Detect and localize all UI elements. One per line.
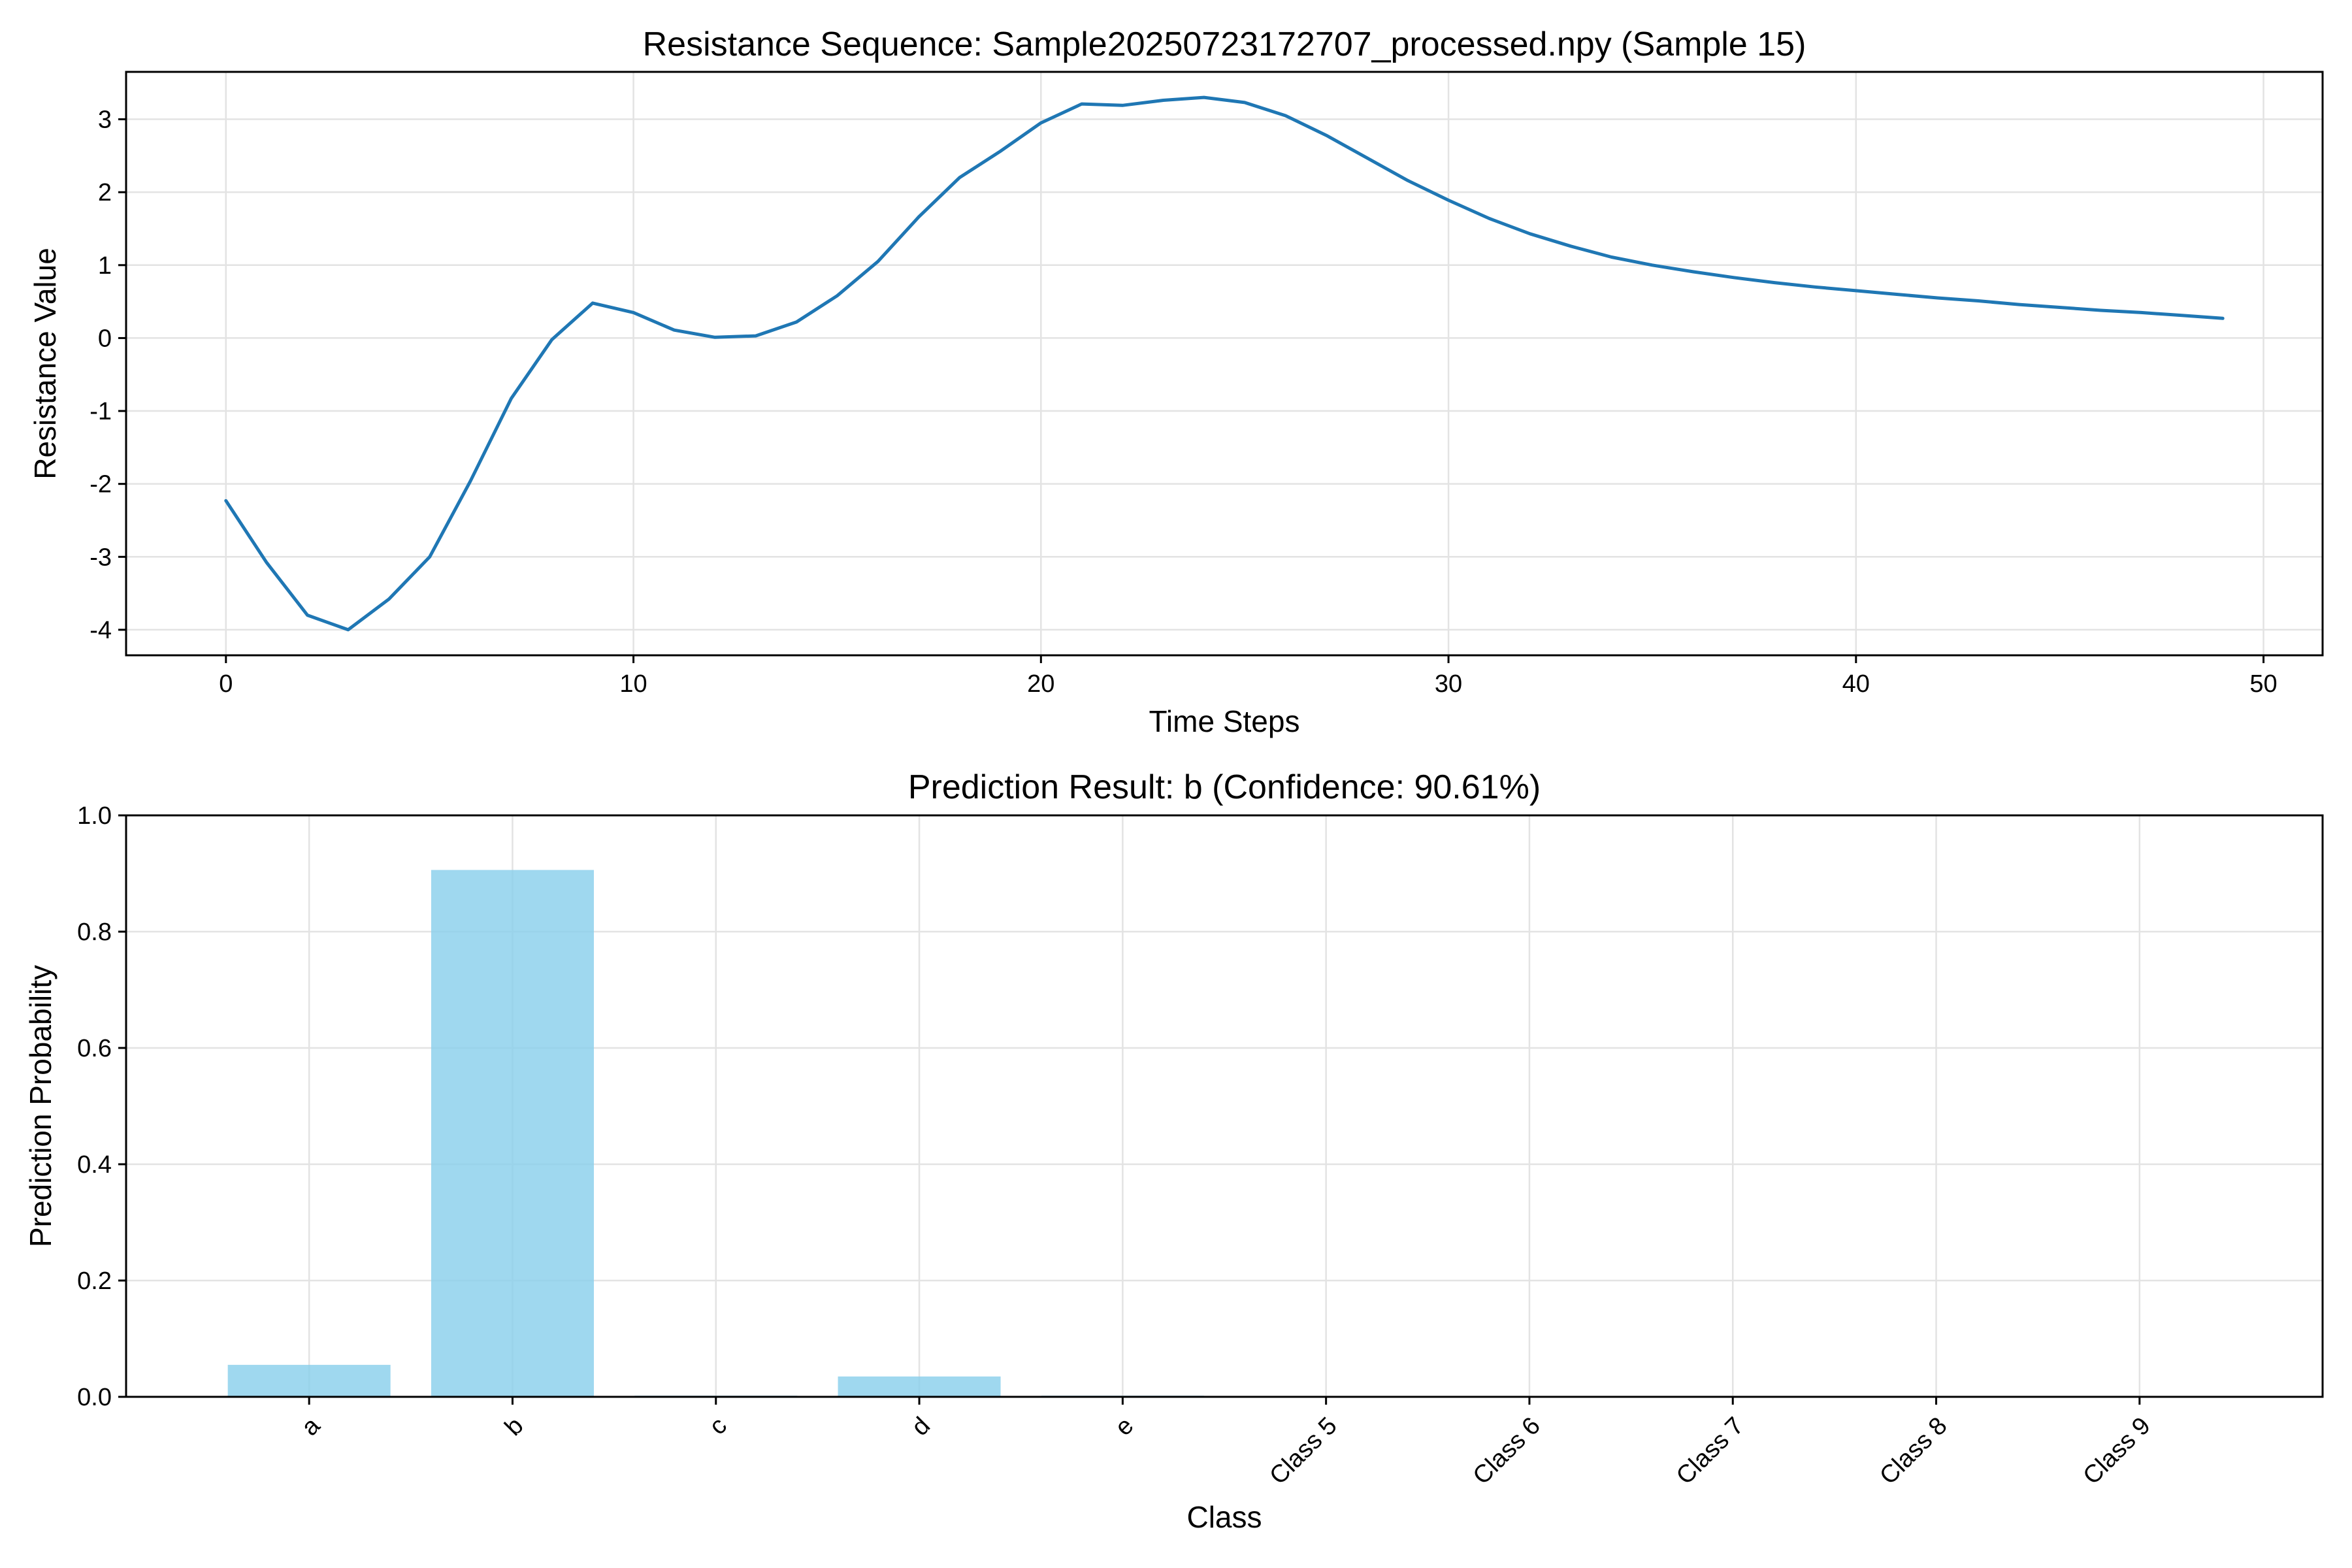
bar-chart-x-tick-label: c: [704, 1412, 732, 1440]
bar-chart-y-tick-label: 0.6: [77, 1035, 112, 1062]
line-chart-grid: [126, 72, 2323, 655]
bar-chart-x-tick-label: b: [500, 1412, 529, 1441]
bar-chart-x-tick-label: Class 7: [1671, 1412, 1749, 1490]
line-chart-x-tick-label: 20: [1027, 670, 1054, 698]
line-chart-x-tick-label: 30: [1435, 670, 1462, 698]
bar-chart-x-tick-label: Class 9: [2078, 1412, 2156, 1490]
bar-chart-title: Prediction Result: b (Confidence: 90.61%…: [908, 768, 1541, 806]
line-chart-y-ticks: -4 -3 -2 -1 0 1 2 3: [90, 106, 126, 644]
resistance-series-points: [225, 97, 2223, 630]
bar-chart-x-tick-label: e: [1110, 1412, 1139, 1441]
line-chart-frame: [125, 71, 2324, 657]
bar-a: [227, 1365, 391, 1397]
bar-chart-x-tick-label: Class 8: [1874, 1412, 1952, 1490]
line-chart-x-tick-label: 10: [619, 670, 647, 698]
bar-d: [838, 1376, 1001, 1397]
line-chart-x-tick-label: 50: [2249, 670, 2277, 698]
bar-chart-x-axis-label: Class: [1186, 1500, 1262, 1534]
line-chart-title: Resistance Sequence: Sample2025072317270…: [643, 25, 1806, 63]
bar-chart-bars: [227, 870, 1204, 1397]
bar-chart-y-ticks: 0.0 0.2 0.4 0.6 0.8 1.0: [77, 802, 126, 1411]
bar-chart-y-tick-label: 0.2: [77, 1267, 112, 1295]
resistance-series-line: [224, 95, 2225, 632]
line-chart-x-axis-label: Time Steps: [1149, 704, 1300, 738]
bar-chart-x-ticks: a b c d e Class 5 Class 6 Class 7 Class 8 Class 9: [297, 1397, 2156, 1490]
bar-chart-frame: [125, 814, 2324, 1398]
bar-chart-y-tick-label: 1.0: [77, 802, 112, 830]
line-chart-y-tick-label: -3: [90, 544, 112, 571]
resistance-line-chart: 0 10 20 30 40 50 -4 -3 -2 -1 0 1 2 3 Resistance Sequ…: [28, 25, 2324, 738]
line-chart-y-tick-label: 1: [98, 252, 112, 280]
line-chart-y-axis-label: Resistance Value: [28, 248, 62, 480]
line-chart-y-tick-label: 0: [98, 325, 112, 352]
line-chart-y-tick-label: -1: [90, 398, 112, 425]
line-chart-y-tick-label: -2: [90, 471, 112, 498]
bar-chart-y-axis-label: Prediction Probability: [24, 965, 57, 1247]
line-chart-y-tick-label: -4: [90, 617, 112, 644]
bar-chart-x-tick-label: Class 6: [1468, 1412, 1546, 1490]
line-chart-x-ticks: 0 10 20 30 40 50: [219, 655, 2278, 698]
bar-chart-x-tick-label: Class 5: [1264, 1412, 1342, 1490]
bar-chart-x-tick-label: a: [297, 1412, 326, 1441]
bar-chart-y-tick-label: 0.8: [77, 919, 112, 946]
line-chart-y-tick-label: 3: [98, 106, 112, 134]
line-chart-x-tick-label: 40: [1842, 670, 1870, 698]
bar-b: [431, 870, 594, 1397]
bar-chart-y-tick-label: 0.0: [77, 1384, 112, 1411]
line-chart-y-tick-label: 2: [98, 179, 112, 206]
prediction-bar-chart: a b c d e Class 5 Class 6 Class 7 Class 8 Class 9…: [24, 768, 2324, 1534]
bar-chart-x-tick-label: d: [906, 1412, 936, 1441]
line-chart-x-tick-label: 0: [219, 670, 233, 698]
bar-chart-y-tick-label: 0.4: [77, 1151, 112, 1179]
